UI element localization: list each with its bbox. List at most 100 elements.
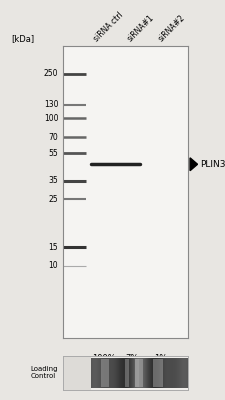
Bar: [168, 358, 169, 388]
Bar: [152, 359, 162, 386]
Bar: [172, 358, 173, 388]
Text: 15: 15: [48, 243, 58, 252]
Bar: [165, 358, 166, 388]
Bar: [101, 358, 102, 388]
Bar: [130, 358, 131, 388]
Text: 55: 55: [48, 149, 58, 158]
Text: 35: 35: [48, 176, 58, 186]
Bar: [105, 358, 106, 388]
Text: 25: 25: [48, 194, 58, 204]
Text: siRNA ctrl: siRNA ctrl: [91, 10, 124, 43]
Bar: [104, 358, 105, 388]
Bar: [155, 358, 156, 388]
Text: 1%: 1%: [153, 354, 166, 363]
Bar: [100, 358, 101, 388]
Bar: [92, 358, 93, 388]
Bar: [185, 358, 186, 388]
Bar: [119, 358, 120, 388]
Bar: [166, 358, 167, 388]
Bar: [138, 358, 139, 388]
Text: [kDa]: [kDa]: [11, 34, 34, 43]
Bar: [154, 358, 155, 388]
Bar: [114, 358, 115, 388]
Bar: [153, 358, 154, 388]
Text: 250: 250: [44, 69, 58, 78]
Bar: [182, 358, 183, 388]
Bar: [110, 358, 111, 388]
Bar: [174, 358, 175, 388]
Bar: [131, 358, 132, 388]
Bar: [120, 358, 121, 388]
Bar: [148, 358, 149, 388]
Bar: [149, 358, 150, 388]
Text: PLIN3: PLIN3: [199, 160, 225, 169]
Bar: [122, 358, 123, 388]
Bar: [96, 358, 97, 388]
Bar: [125, 359, 129, 386]
Bar: [162, 358, 163, 388]
Bar: [139, 358, 140, 388]
Bar: [147, 358, 148, 388]
Bar: [177, 358, 178, 388]
Bar: [134, 358, 135, 388]
Bar: [91, 358, 92, 388]
Bar: [93, 358, 94, 388]
Bar: [127, 358, 128, 388]
Bar: [133, 358, 134, 388]
Bar: [181, 358, 182, 388]
Bar: [94, 358, 95, 388]
Bar: [125, 358, 126, 388]
Bar: [100, 359, 109, 386]
Bar: [169, 358, 170, 388]
Bar: [158, 358, 159, 388]
Text: 70: 70: [48, 133, 58, 142]
Text: siRNA#2: siRNA#2: [156, 13, 186, 43]
Bar: [170, 358, 171, 388]
Bar: [115, 358, 116, 388]
Bar: [178, 358, 179, 388]
Text: Loading
Control: Loading Control: [31, 366, 58, 380]
Bar: [161, 358, 162, 388]
Bar: [180, 358, 181, 388]
Bar: [171, 358, 172, 388]
Bar: [102, 358, 103, 388]
Bar: [111, 358, 112, 388]
Bar: [176, 358, 177, 388]
Bar: [126, 358, 127, 388]
Bar: [116, 358, 117, 388]
Bar: [183, 358, 184, 388]
Bar: [128, 358, 129, 388]
Bar: [95, 358, 96, 388]
Bar: [107, 358, 108, 388]
Bar: [179, 358, 180, 388]
Bar: [152, 358, 153, 388]
Bar: [175, 358, 176, 388]
Bar: [124, 358, 125, 388]
Bar: [109, 358, 110, 388]
Bar: [129, 358, 130, 388]
Text: siRNA#1: siRNA#1: [125, 13, 155, 43]
Bar: [121, 358, 122, 388]
Bar: [132, 358, 133, 388]
Bar: [134, 359, 142, 386]
Bar: [151, 358, 152, 388]
Text: 100: 100: [44, 114, 58, 123]
Bar: [186, 358, 187, 388]
Text: 7%: 7%: [124, 354, 138, 363]
Bar: [123, 358, 124, 388]
Bar: [167, 358, 168, 388]
Bar: [99, 358, 100, 388]
Bar: [97, 358, 98, 388]
Bar: [159, 358, 160, 388]
Bar: [164, 358, 165, 388]
Bar: [173, 358, 174, 388]
Bar: [106, 358, 107, 388]
Bar: [135, 358, 136, 388]
Polygon shape: [189, 158, 197, 171]
Bar: [141, 358, 142, 388]
Bar: [142, 358, 143, 388]
Bar: [108, 358, 109, 388]
Bar: [137, 358, 138, 388]
Bar: [143, 358, 144, 388]
Text: 10: 10: [48, 261, 58, 270]
